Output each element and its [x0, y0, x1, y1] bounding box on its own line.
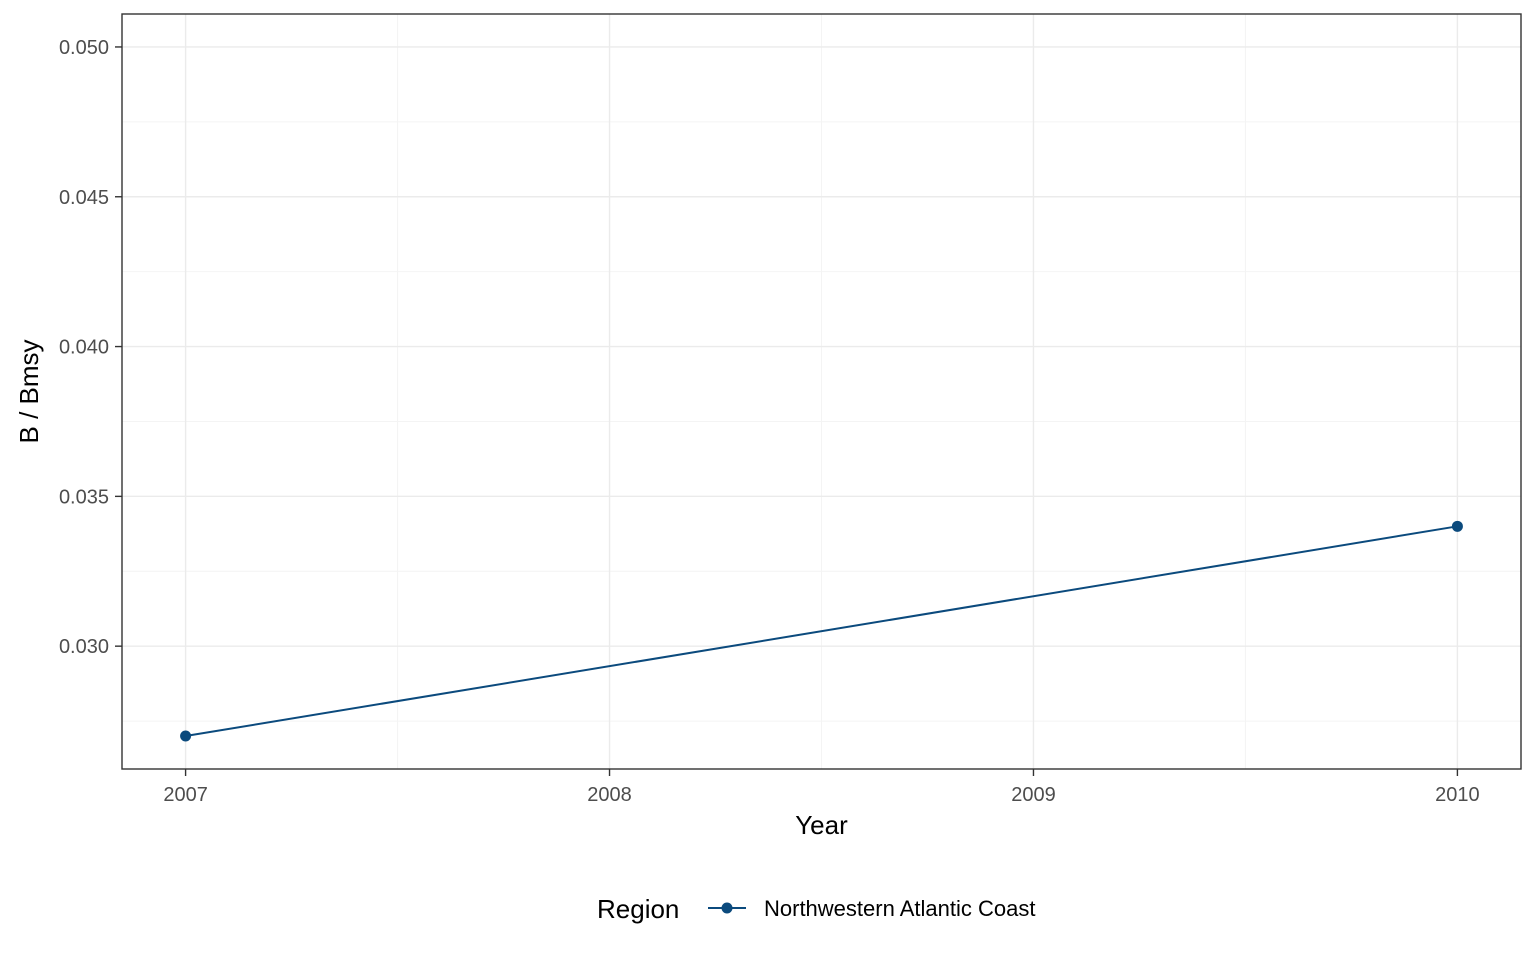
y-tick-label: 0.040	[59, 337, 109, 359]
y-tick-label: 0.035	[59, 486, 109, 508]
y-axis: 0.030 0.035 0.040 0.045 0.050	[59, 37, 122, 658]
y-tick-label: 0.030	[59, 636, 109, 658]
series-line	[185, 525, 1458, 738]
x-axis: 2007 2008 2009 2010	[163, 769, 1480, 806]
legend: Region Northwestern Atlantic Coast	[597, 894, 1035, 924]
x-axis-title: Year	[795, 810, 848, 840]
x-tick-label: 2009	[1011, 784, 1056, 806]
data-point	[180, 730, 192, 742]
x-tick-label: 2010	[1435, 784, 1480, 806]
major-gridlines	[122, 14, 1521, 769]
x-tick-label: 2008	[587, 784, 632, 806]
minor-gridlines	[122, 14, 1521, 769]
series-layer	[180, 520, 1463, 742]
plot-panel-border	[121, 13, 1522, 770]
y-axis-title: B / Bmsy	[14, 339, 44, 443]
y-tick-label: 0.045	[59, 187, 109, 209]
y-tick-label: 0.050	[59, 37, 109, 59]
x-tick-label: 2007	[163, 784, 208, 806]
legend-label: Northwestern Atlantic Coast	[764, 896, 1035, 921]
data-point	[1451, 520, 1463, 532]
legend-entries: Northwestern Atlantic Coast	[708, 896, 1035, 921]
legend-title: Region	[597, 894, 679, 924]
legend-key-point	[721, 902, 733, 914]
